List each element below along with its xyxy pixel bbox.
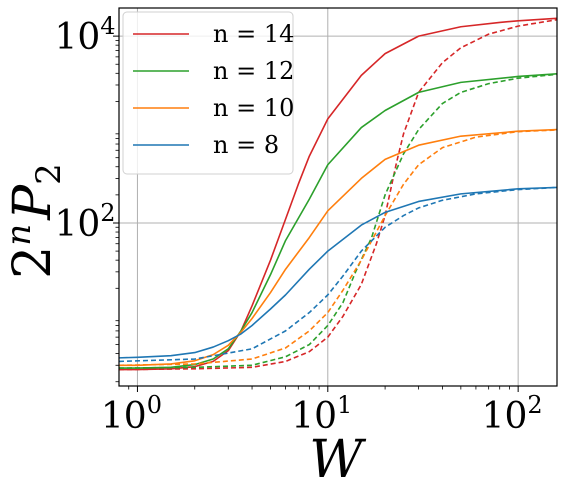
plot-frame <box>118 7 558 387</box>
x-axis-title: W <box>309 430 366 490</box>
legend-label: n = 8 <box>213 131 279 159</box>
series-line-n-14-dashed <box>119 18 557 371</box>
legend-box <box>122 11 294 175</box>
x-tick-label: 100 <box>101 391 162 437</box>
series-line-n-12-solid <box>119 73 557 369</box>
legend: n = 14 n = 12 n = 10 n = 8 <box>122 11 294 175</box>
series-line-n-8-solid <box>119 186 557 359</box>
x-tick-label: 102 <box>482 391 543 437</box>
series-line-n-8-dashed <box>119 186 557 363</box>
y-axis-title: 2nP2 <box>0 163 69 279</box>
series-line-n-10-dashed <box>119 129 557 367</box>
legend-label: n = 12 <box>213 57 294 85</box>
legend-label: n = 14 <box>213 20 294 48</box>
axis-titles: W 2nP2 <box>0 163 366 490</box>
series-lines <box>119 17 557 371</box>
y-tick-label: 104 <box>54 12 115 58</box>
legend-label: n = 10 <box>213 94 294 122</box>
series-line-n-14-solid <box>119 17 557 371</box>
series-line-n-10-solid <box>119 128 557 367</box>
series-line-n-12-dashed <box>119 73 557 369</box>
y-tick-label: 102 <box>54 199 115 245</box>
